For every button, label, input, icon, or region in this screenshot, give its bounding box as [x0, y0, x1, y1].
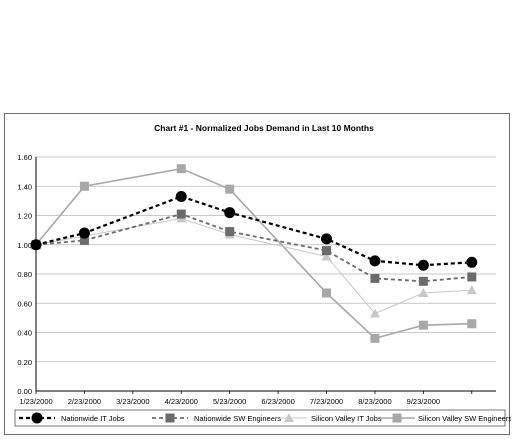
chart-frame: Chart #1 - Normalized Jobs Demand in Las… — [4, 113, 511, 435]
y-tick-label: 0.20 — [17, 358, 32, 367]
data-point — [224, 207, 236, 219]
series-line — [35, 167, 472, 340]
data-point — [418, 288, 429, 298]
y-tick-label: 1.40 — [17, 182, 32, 191]
series-line — [35, 217, 472, 315]
x-tick-label: 2/23/2000 — [68, 397, 101, 406]
data-point — [321, 233, 333, 245]
data-point — [321, 251, 332, 261]
series-layer — [30, 164, 478, 343]
data-point — [418, 276, 428, 286]
data-point — [322, 246, 332, 256]
legend-label: Silicon Valley IT Jobs — [311, 414, 382, 423]
data-point — [176, 209, 186, 219]
legend-marker — [284, 413, 294, 422]
x-tick-label: 5/23/2000 — [213, 397, 246, 406]
y-tick-label: 1.60 — [17, 153, 32, 162]
y-tick-label: 0.80 — [17, 270, 32, 279]
series-line — [35, 213, 472, 283]
series-line — [35, 195, 472, 267]
legend-label: Silicon Valley SW Engineers — [418, 414, 511, 423]
data-point — [467, 272, 477, 282]
tick-labels-layer: 0.00 0.20 0.40 0.60 0.80 1.00 1.20 1.40 1.60 1/23… — [17, 153, 440, 406]
x-tick-label: 7/23/2000 — [310, 397, 343, 406]
x-tick-label: 6/23/2000 — [261, 397, 294, 406]
x-tick-label: 1/23/2000 — [19, 397, 52, 406]
data-point — [30, 239, 42, 251]
data-point — [78, 227, 90, 239]
data-point — [417, 259, 429, 271]
legend-marker — [31, 412, 43, 424]
x-tick-label: 3/23/2000 — [116, 397, 149, 406]
x-tick-label: 9/23/2000 — [407, 397, 440, 406]
data-point — [466, 256, 478, 268]
y-tick-label: 0.00 — [17, 387, 32, 396]
legend-label: Nationwide SW Engineers — [194, 414, 281, 423]
legend-marker — [165, 413, 175, 423]
data-point — [466, 285, 477, 295]
data-point — [176, 164, 186, 174]
data-point — [79, 235, 89, 245]
data-point — [175, 190, 187, 202]
legend-marker — [392, 413, 402, 423]
legend: Nationwide IT Jobs Nationwide SW Engineer… — [14, 409, 511, 427]
data-point — [418, 320, 428, 330]
chart-title: Chart #1 - Normalized Jobs Demand in Las… — [154, 123, 374, 133]
data-point — [369, 255, 381, 267]
data-point — [370, 273, 380, 283]
y-tick-label: 0.60 — [17, 299, 32, 308]
data-point — [370, 333, 380, 343]
series-3 — [31, 164, 477, 343]
y-tick-label: 1.20 — [17, 212, 32, 221]
y-tick-label: 0.40 — [17, 329, 32, 338]
data-point — [79, 181, 89, 191]
series-0 — [30, 190, 478, 271]
legend-label: Nationwide IT Jobs — [61, 414, 125, 423]
line-chart: Chart #1 - Normalized Jobs Demand in Las… — [14, 123, 511, 427]
data-point — [225, 184, 235, 194]
legend-box — [14, 409, 506, 427]
data-point — [322, 288, 332, 298]
data-point — [369, 308, 380, 318]
y-tick-label: 1.00 — [17, 241, 32, 250]
axes-layer — [35, 157, 496, 394]
data-point — [225, 227, 235, 237]
data-point — [467, 319, 477, 329]
x-tick-label: 4/23/2000 — [165, 397, 198, 406]
x-tick-label: 8/23/2000 — [358, 397, 391, 406]
grid-layer — [36, 156, 496, 392]
